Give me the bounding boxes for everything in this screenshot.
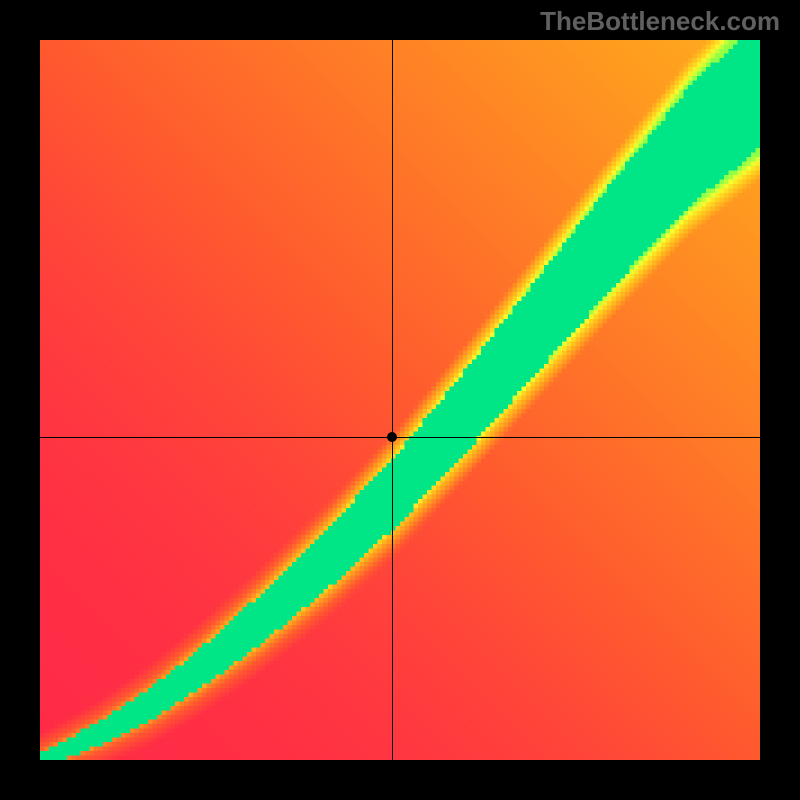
chart-container: TheBottleneck.com xyxy=(0,0,800,800)
marker-dot xyxy=(387,432,397,442)
crosshair-vertical xyxy=(392,40,393,760)
crosshair-horizontal xyxy=(40,437,760,438)
plot-area xyxy=(40,40,760,760)
heatmap-canvas xyxy=(40,40,760,760)
watermark-text: TheBottleneck.com xyxy=(540,6,780,37)
